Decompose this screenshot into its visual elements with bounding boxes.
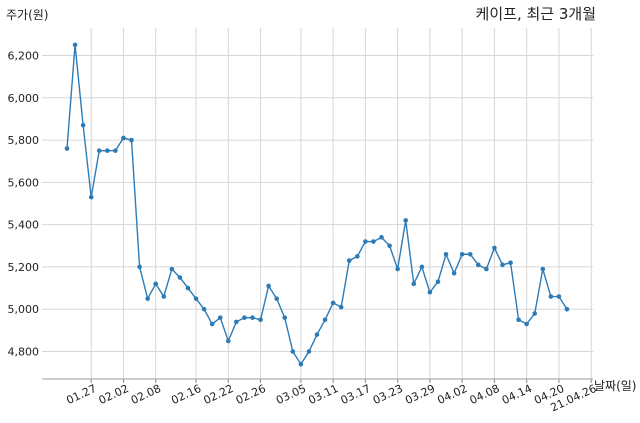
x-tick-label: 01.27: [64, 382, 98, 407]
data-point: [395, 266, 400, 272]
x-tick-label: 02.26: [234, 382, 268, 407]
x-tick-label: 02.08: [129, 382, 163, 407]
x-tick-label: 03.29: [403, 382, 437, 407]
data-point: [234, 319, 239, 325]
y-tick-labels: 4,800 5,000 5,200 5,400 5,600 5,800 6,000 6,200: [8, 49, 40, 358]
data-point: [177, 275, 183, 280]
x-tick-label: 02.22: [202, 382, 236, 407]
data-point: [435, 279, 441, 285]
y-tick-label: 6,000: [8, 92, 40, 105]
grid: [42, 28, 593, 379]
data-point: [532, 311, 538, 316]
data-point: [548, 294, 554, 299]
series-line: [66, 44, 568, 366]
y-tick-label: 5,800: [8, 134, 40, 147]
data-point: [193, 296, 199, 301]
data-point: [419, 264, 425, 270]
data-point: [330, 300, 336, 306]
data-point: [338, 304, 344, 310]
data-point: [161, 294, 167, 299]
data-point: [185, 285, 191, 291]
data-point: [105, 148, 110, 153]
y-tick-label: 5,400: [8, 219, 40, 232]
data-point: [371, 239, 376, 244]
data-point: [64, 146, 70, 151]
data-point: [72, 42, 78, 48]
series-points: [64, 42, 570, 367]
data-point: [80, 122, 86, 128]
x-axis-label: 날짜(일): [594, 379, 636, 393]
data-point: [306, 349, 312, 354]
data-point: [96, 148, 102, 153]
data-point: [492, 245, 497, 251]
x-tick-label: 04.08: [468, 382, 502, 407]
data-point: [451, 270, 457, 276]
x-tick-label: 03.23: [371, 382, 405, 407]
data-point: [475, 262, 481, 268]
chart-title: 케이프, 최근 3개월: [476, 5, 596, 23]
data-point: [314, 332, 320, 337]
data-point: [129, 137, 134, 143]
x-tick-label: 03.11: [306, 382, 340, 407]
data-point: [524, 321, 529, 327]
data-point: [242, 315, 247, 320]
data-point: [298, 361, 304, 367]
data-point: [274, 296, 279, 301]
data-point: [403, 218, 409, 223]
x-tick-label: 03.17: [339, 382, 373, 407]
data-point: [363, 239, 368, 244]
data-point: [346, 258, 352, 263]
data-point: [121, 135, 126, 141]
x-tick-label: 02.02: [97, 382, 131, 407]
data-point: [137, 264, 142, 270]
y-tick-label: 5,200: [8, 261, 40, 274]
data-point: [209, 321, 215, 327]
data-point: [500, 262, 505, 268]
data-point: [169, 266, 175, 272]
data-point: [113, 148, 118, 153]
data-point: [153, 281, 159, 287]
y-tick-label: 5,600: [8, 176, 40, 189]
data-point: [225, 338, 231, 344]
data-point: [484, 266, 489, 272]
data-point: [282, 315, 288, 320]
data-point: [459, 251, 465, 257]
y-tick-label: 4,800: [8, 346, 40, 359]
data-point: [290, 349, 296, 354]
data-point: [387, 243, 392, 249]
data-point: [258, 317, 263, 323]
y-tick-label: 6,200: [8, 49, 40, 62]
data-point: [322, 317, 328, 323]
data-point: [556, 294, 562, 299]
data-point: [508, 260, 513, 266]
data-point: [427, 290, 433, 295]
data-point: [145, 296, 150, 301]
data-point: [379, 235, 384, 240]
x-tick-label: 03.05: [274, 382, 308, 407]
data-point: [250, 315, 255, 320]
data-point: [516, 317, 521, 323]
x-tick-label: 02.16: [169, 382, 203, 407]
y-tick-label: 5,000: [8, 303, 40, 316]
data-point: [217, 315, 223, 320]
y-axis-label: 주가(원): [6, 8, 48, 22]
data-point: [564, 306, 570, 312]
data-point: [411, 281, 417, 287]
data-point: [201, 306, 207, 312]
data-point: [355, 254, 360, 259]
data-point: [88, 194, 94, 200]
axes: [42, 378, 593, 383]
data-point: [540, 266, 546, 272]
data-point: [443, 251, 449, 257]
x-tick-label: 04.02: [435, 382, 469, 407]
data-point: [467, 251, 473, 257]
x-tick-label: 04.14: [500, 382, 534, 407]
data-point: [266, 283, 271, 289]
